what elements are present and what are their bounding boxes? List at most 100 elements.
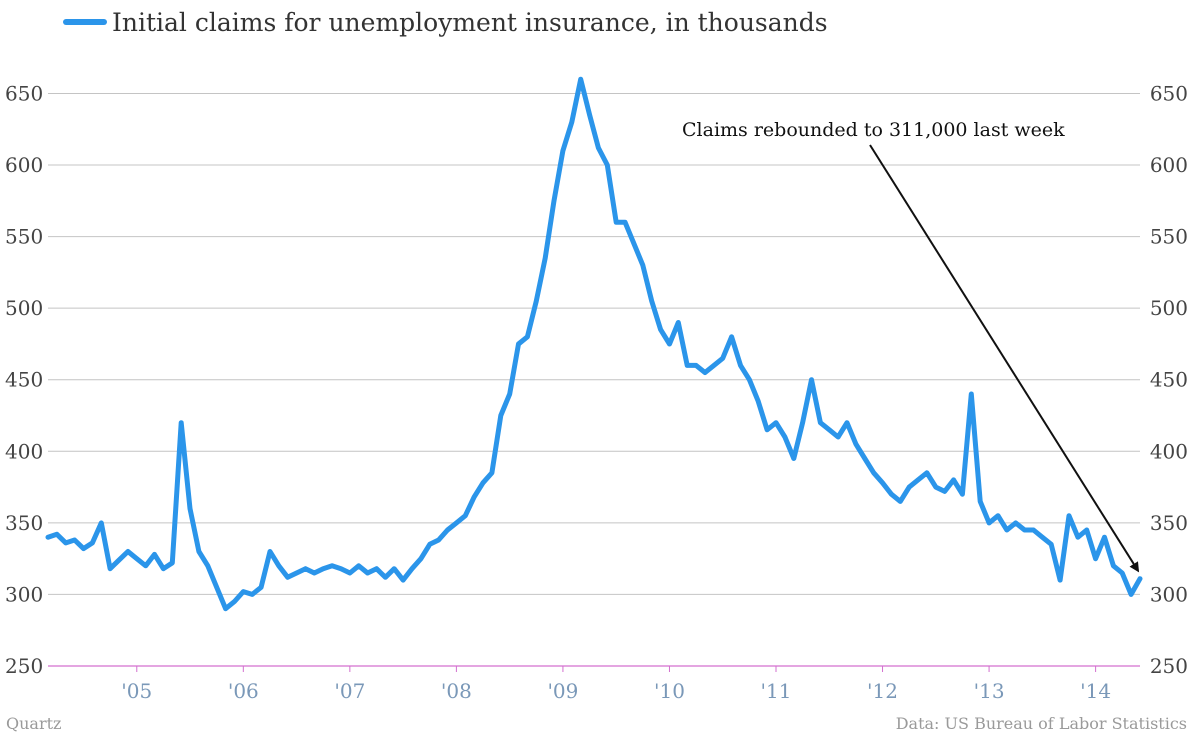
y-tick-label-left-350: 350 <box>5 511 43 535</box>
y-axis-left: 250 300 350 400 450 500 550 600 650 <box>5 81 43 678</box>
x-tick-label-2010-01: '10 <box>654 679 685 703</box>
data-point-2011-09 <box>844 420 850 425</box>
data-point-2011-04 <box>800 420 805 425</box>
data-point-2008-03 <box>471 494 477 500</box>
data-point-2013-11 <box>1075 535 1081 540</box>
data-point-2007-09 <box>418 556 424 561</box>
y-tick-label-left-450: 450 <box>5 368 43 392</box>
data-point-2012-03 <box>898 499 903 504</box>
data-point-2014-03 <box>1111 563 1116 568</box>
x-tick-label-2008-01: '08 <box>441 679 472 703</box>
data-point-2005-01 <box>134 556 139 561</box>
data-point-2012-06 <box>924 470 930 475</box>
data-point-2004-12 <box>125 549 131 554</box>
data-point-2004-10 <box>107 566 113 571</box>
data-point-2006-10 <box>321 566 326 571</box>
y-tick-label-left-650: 650 <box>5 81 43 105</box>
data-point-2009-07 <box>614 220 619 225</box>
data-point-2011-05 <box>809 377 814 382</box>
data-point-2011-03 <box>791 456 796 461</box>
x-tick-label-2014-01: '14 <box>1080 679 1111 703</box>
y-tick-label-right-400: 400 <box>1150 439 1188 463</box>
data-point-2009-11 <box>649 298 654 304</box>
x-tick-label-2007-01: '07 <box>334 679 365 703</box>
data-point-2008-06 <box>498 413 503 418</box>
data-point-2012-11 <box>969 391 974 397</box>
data-point-2010-08 <box>729 334 734 339</box>
data-point-2004-11 <box>116 557 122 563</box>
legend: Initial claims for unemployment insuranc… <box>63 8 828 37</box>
data-point-2006-03 <box>258 585 264 590</box>
data-point-2007-03 <box>365 570 370 576</box>
data-point-2013-10 <box>1066 513 1072 518</box>
data-point-2008-07 <box>507 391 512 397</box>
data-point-2013-02 <box>995 513 1001 518</box>
data-point-2009-02 <box>569 119 574 125</box>
y-axis-right: 250 300 350 400 450 500 550 600 650 <box>1150 81 1188 678</box>
data-point-2009-05 <box>596 145 601 151</box>
data-point-2012-01 <box>880 480 885 485</box>
data-point-2012-05 <box>915 477 921 483</box>
data-point-2005-09 <box>205 563 210 568</box>
data-point-2005-12 <box>232 599 237 604</box>
data-point-2010-09 <box>738 363 743 368</box>
data-point-2012-09 <box>951 477 956 483</box>
data-point-2004-09 <box>99 520 104 526</box>
source-left: Quartz <box>6 714 61 733</box>
data-point-2004-06 <box>72 537 77 543</box>
data-point-2004-07 <box>81 546 86 551</box>
data-point-2014-01 <box>1093 556 1098 561</box>
y-tick-label-right-350: 350 <box>1150 511 1188 535</box>
data-point-2008-10 <box>534 298 539 304</box>
data-point-2011-06 <box>818 420 823 425</box>
data-point-2005-08 <box>196 549 202 554</box>
data-point-2010-01 <box>667 341 672 347</box>
data-point-2007-04 <box>374 566 379 571</box>
data-point-2009-04 <box>587 112 592 118</box>
data-point-2013-07 <box>1040 535 1045 540</box>
data-point-2013-01 <box>986 520 992 526</box>
data-point-2007-12 <box>445 527 450 533</box>
data-point-2006-08 <box>303 566 308 571</box>
data-point-2005-05 <box>170 560 175 566</box>
data-point-2013-05 <box>1022 527 1027 533</box>
data-point-2012-10 <box>960 492 965 497</box>
y-tick-label-left-600: 600 <box>5 153 43 177</box>
annotation-arrow <box>869 144 1140 573</box>
data-point-2009-03 <box>578 77 583 82</box>
data-point-2013-12 <box>1084 527 1089 533</box>
data-point-2008-05 <box>489 470 495 475</box>
data-point-2008-11 <box>543 255 548 261</box>
series-layer <box>45 76 1143 612</box>
data-point-2005-06 <box>179 420 184 425</box>
y-tick-label-right-300: 300 <box>1150 582 1188 606</box>
data-point-2007-11 <box>436 537 441 543</box>
y-tick-label-right-500: 500 <box>1150 296 1188 320</box>
data-point-2006-07 <box>294 570 299 576</box>
data-point-2006-11 <box>329 563 335 568</box>
y-tick-label-right-450: 450 <box>1150 368 1188 392</box>
data-point-2006-12 <box>338 566 344 571</box>
data-point-2005-07 <box>187 506 193 511</box>
y-tick-label-right-600: 600 <box>1150 153 1188 177</box>
data-point-2004-08 <box>90 540 95 546</box>
legend-label: Initial claims for unemployment insuranc… <box>112 8 828 37</box>
data-point-2012-04 <box>907 484 912 490</box>
data-point-2010-12 <box>764 427 770 432</box>
data-point-2007-06 <box>392 566 397 571</box>
x-tick-label-2012-01: '12 <box>867 679 898 703</box>
data-point-2010-07 <box>720 356 725 361</box>
data-point-2009-09 <box>631 241 637 246</box>
data-point-2005-11 <box>223 606 228 611</box>
y-tick-label-right-550: 550 <box>1150 225 1188 249</box>
data-point-2006-01 <box>241 589 246 594</box>
annotation: Claims rebounded to 311,000 last week <box>682 119 1140 573</box>
data-point-2010-06 <box>711 363 717 368</box>
data-point-2008-04 <box>480 480 486 485</box>
data-point-2005-03 <box>152 552 157 557</box>
data-point-2010-05 <box>702 370 708 375</box>
x-tick-label-2009-01: '09 <box>547 679 578 703</box>
data-point-2008-08 <box>516 341 521 347</box>
data-point-2010-10 <box>747 377 752 382</box>
